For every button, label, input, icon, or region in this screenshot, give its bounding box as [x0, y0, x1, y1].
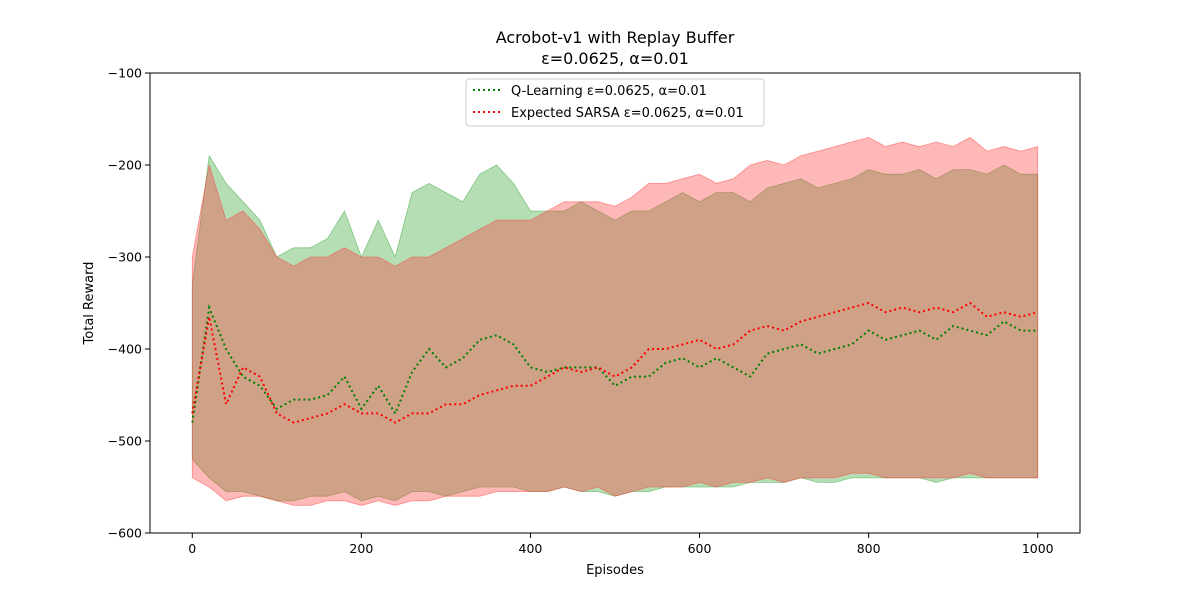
- y-tick-label: −200: [108, 158, 142, 173]
- x-tick-label: 400: [519, 541, 543, 556]
- y-tick-label: −400: [108, 342, 142, 357]
- x-tick-label: 800: [857, 541, 881, 556]
- legend-box: [465, 78, 765, 127]
- x-axis-label: Episodes: [586, 563, 644, 578]
- line-q-learning: [191, 303, 1038, 423]
- x-axis: 0 200 400 600 800 1000: [188, 533, 1054, 556]
- x-tick-label: 1000: [1022, 541, 1054, 556]
- chart-subtitle: ε=0.0625, α=0.01: [541, 49, 689, 68]
- y-axis: −600 −500 −400 −300 −200 −100: [108, 66, 150, 541]
- plot-area-frame: [149, 72, 1081, 534]
- series-layer: [191, 136, 1039, 506]
- chart-title: Acrobot-v1 with Replay Buffer: [496, 28, 735, 47]
- y-tick-label: −500: [108, 434, 142, 449]
- y-tick-label: −600: [108, 526, 142, 541]
- y-tick-label: −100: [108, 66, 142, 81]
- x-tick-label: 200: [349, 541, 373, 556]
- y-tick-label: −300: [108, 250, 142, 265]
- legend-label-q-learning: Q-Learning ε=0.0625, α=0.01: [511, 84, 707, 99]
- x-tick-label: 600: [688, 541, 712, 556]
- y-axis-label: Total Reward: [82, 262, 97, 346]
- band-expected-sarsa: [191, 136, 1039, 506]
- legend-label-expected-sarsa: Expected SARSA ε=0.0625, α=0.01: [511, 106, 744, 121]
- legend: Q-Learning ε=0.0625, α=0.01 Expected SAR…: [465, 78, 765, 127]
- x-tick-label: 0: [188, 541, 196, 556]
